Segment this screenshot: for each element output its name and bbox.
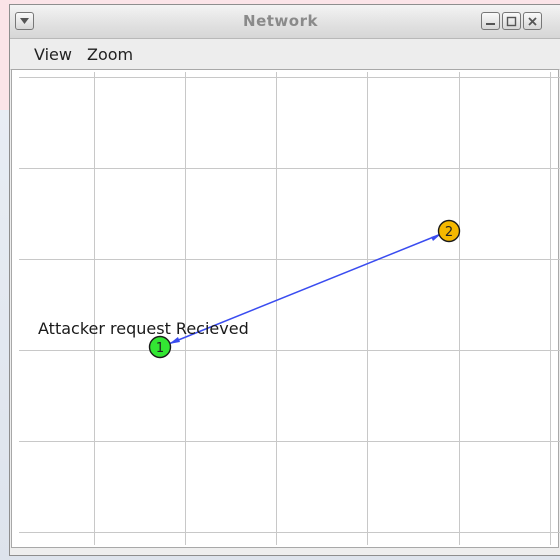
menu-view[interactable]: View	[34, 45, 72, 64]
maximize-button[interactable]	[502, 12, 521, 30]
maximize-icon	[506, 16, 517, 26]
node-2[interactable]: 2	[437, 219, 461, 243]
node-annotation: Attacker request Recieved	[38, 319, 249, 338]
node-1-circle	[148, 335, 172, 359]
close-icon	[528, 16, 537, 26]
graph-canvas-frame	[11, 69, 559, 548]
grid	[19, 72, 560, 545]
graph-canvas[interactable]: Attacker request Recieved 1 2	[19, 72, 560, 545]
edge-arrowhead-2	[431, 234, 441, 241]
window-title: Network	[243, 12, 318, 30]
edge-arrowhead-1	[169, 337, 180, 344]
menu-bar: View Zoom	[10, 39, 560, 70]
node-1-label: 1	[156, 341, 164, 356]
minimize-button[interactable]	[481, 12, 500, 30]
node-1[interactable]: 1	[148, 335, 172, 359]
minimize-icon	[486, 22, 495, 25]
window-menu-button[interactable]	[15, 12, 34, 30]
node-2-circle	[437, 219, 461, 243]
node-2-label: 2	[445, 225, 453, 240]
title-bar[interactable]: Network	[10, 5, 560, 39]
edge-line	[165, 233, 442, 346]
menu-zoom[interactable]: Zoom	[87, 45, 134, 64]
close-button[interactable]	[523, 12, 542, 30]
chevron-down-icon	[20, 18, 29, 24]
edge-2-to-1[interactable]	[165, 233, 442, 346]
